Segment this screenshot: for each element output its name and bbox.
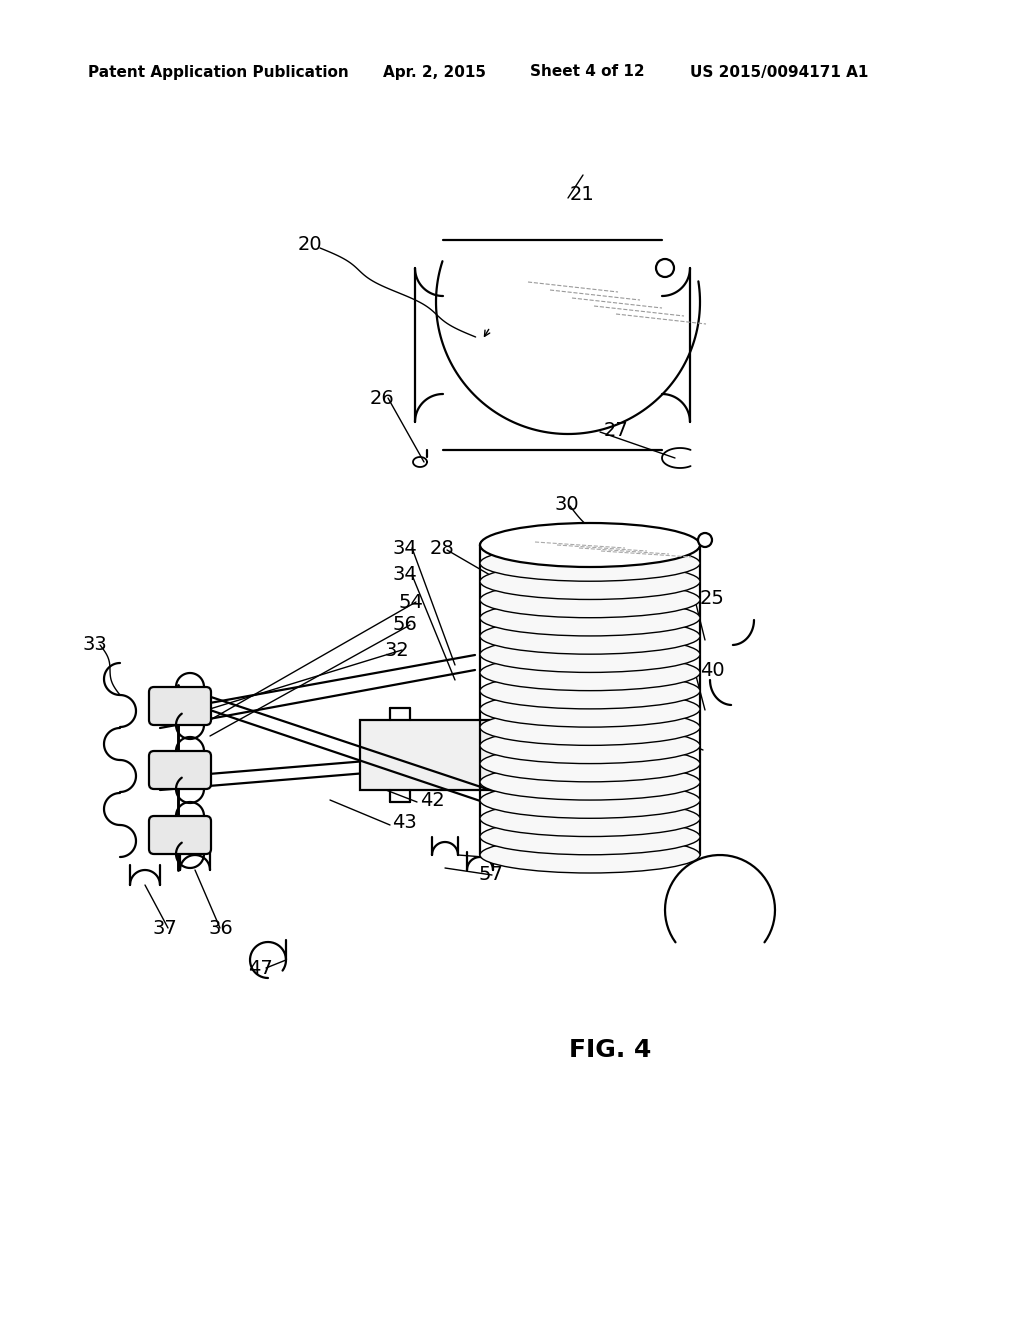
Text: 53: 53 — [542, 799, 567, 817]
Text: 28: 28 — [430, 539, 455, 557]
Text: 42: 42 — [420, 791, 444, 809]
Ellipse shape — [480, 523, 700, 568]
FancyBboxPatch shape — [360, 719, 530, 789]
Text: 27: 27 — [604, 421, 629, 440]
Text: 55: 55 — [542, 818, 567, 837]
Circle shape — [656, 259, 674, 277]
Text: 47: 47 — [248, 958, 272, 978]
Ellipse shape — [480, 783, 700, 818]
Ellipse shape — [480, 636, 700, 672]
Text: 25: 25 — [700, 589, 725, 607]
Text: US 2015/0094171 A1: US 2015/0094171 A1 — [690, 65, 868, 79]
Ellipse shape — [480, 545, 700, 581]
Text: FIG. 4: FIG. 4 — [568, 1038, 651, 1063]
Text: 22: 22 — [648, 785, 673, 804]
Ellipse shape — [480, 582, 700, 618]
Text: 56: 56 — [393, 615, 418, 635]
FancyBboxPatch shape — [150, 751, 211, 789]
Ellipse shape — [480, 818, 700, 855]
Text: 40: 40 — [700, 660, 725, 680]
Ellipse shape — [480, 800, 700, 837]
Text: 34: 34 — [393, 565, 418, 585]
FancyBboxPatch shape — [150, 816, 211, 854]
Text: 32: 32 — [385, 640, 410, 660]
Ellipse shape — [480, 727, 700, 763]
Ellipse shape — [480, 709, 700, 746]
Text: 43: 43 — [392, 813, 417, 833]
Ellipse shape — [480, 655, 700, 690]
Text: 37: 37 — [152, 919, 177, 937]
Text: 21: 21 — [570, 186, 595, 205]
Text: 46: 46 — [542, 779, 566, 797]
Text: 54: 54 — [398, 593, 423, 611]
Text: 20: 20 — [298, 235, 323, 255]
Text: Patent Application Publication: Patent Application Publication — [88, 65, 349, 79]
Ellipse shape — [480, 746, 700, 781]
Text: 36: 36 — [208, 919, 232, 937]
FancyBboxPatch shape — [150, 686, 211, 725]
Circle shape — [698, 533, 712, 546]
Text: Sheet 4 of 12: Sheet 4 of 12 — [530, 65, 645, 79]
Ellipse shape — [480, 837, 700, 873]
Ellipse shape — [480, 618, 700, 655]
Ellipse shape — [480, 601, 700, 636]
Text: 44: 44 — [665, 721, 690, 739]
Text: Apr. 2, 2015: Apr. 2, 2015 — [383, 65, 486, 79]
Ellipse shape — [480, 527, 700, 564]
Text: 30: 30 — [555, 495, 580, 513]
Ellipse shape — [480, 564, 700, 599]
Ellipse shape — [480, 692, 700, 727]
Text: 34: 34 — [393, 539, 418, 557]
Text: 29: 29 — [608, 763, 633, 783]
Text: 33: 33 — [82, 635, 106, 655]
Text: 50: 50 — [524, 849, 549, 867]
Ellipse shape — [480, 764, 700, 800]
Text: 26: 26 — [370, 388, 394, 408]
Text: 57: 57 — [478, 866, 503, 884]
Ellipse shape — [480, 673, 700, 709]
